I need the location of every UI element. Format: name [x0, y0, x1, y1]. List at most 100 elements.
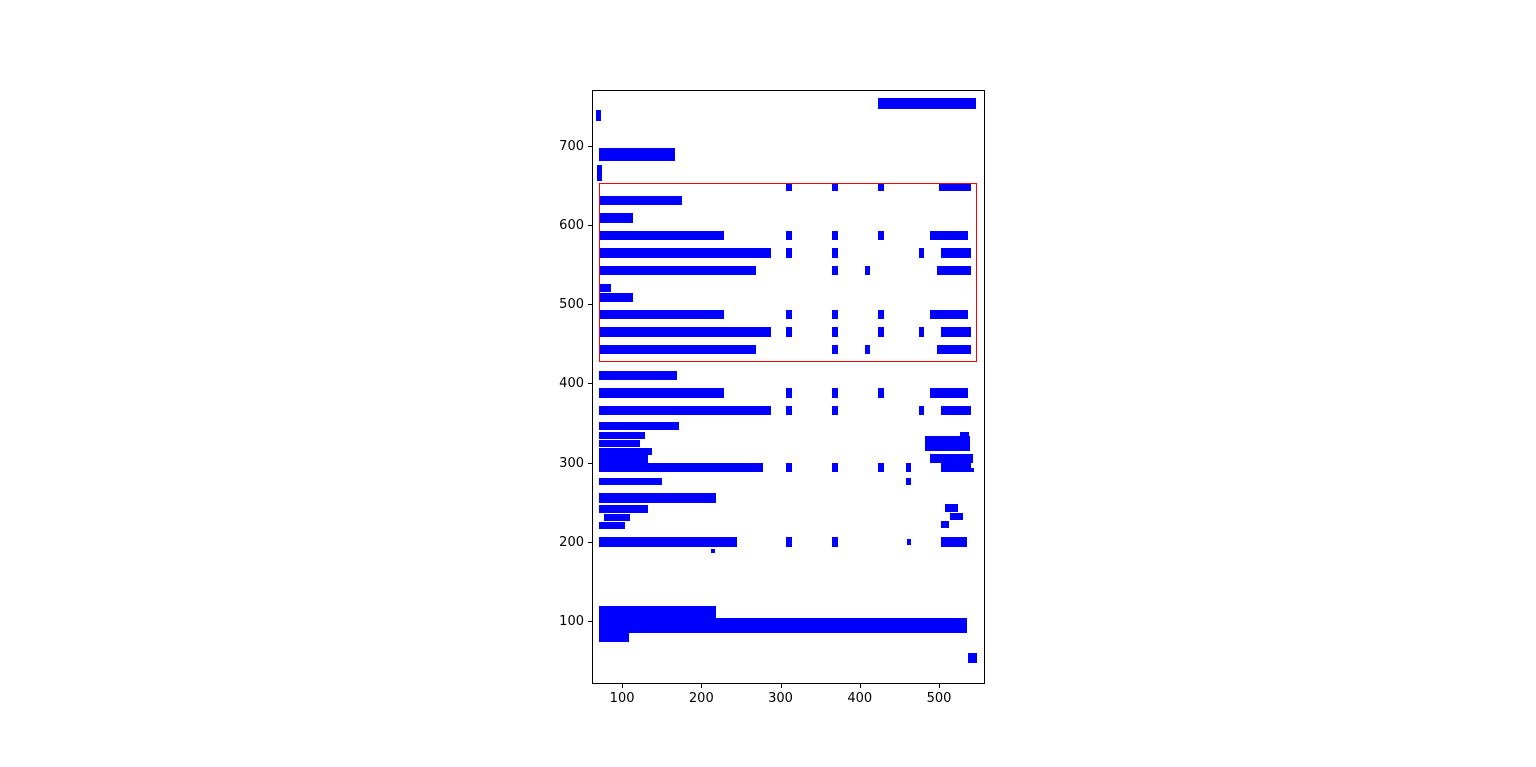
- y-tick-mark: [588, 383, 592, 385]
- layout-rect: [599, 455, 649, 463]
- layout-rect: [603, 513, 631, 522]
- layout-rect: [599, 405, 772, 416]
- layout-rect: [786, 327, 792, 337]
- layout-rect: [710, 548, 715, 553]
- layout-rect: [878, 97, 977, 109]
- layout-rect: [950, 513, 963, 521]
- y-tick-label: 600: [559, 218, 584, 234]
- layout-rect: [940, 405, 971, 416]
- layout-rect: [786, 388, 792, 398]
- layout-rect: [599, 344, 756, 355]
- x-tick-label: 300: [768, 691, 793, 706]
- layout-rect: [930, 230, 969, 241]
- layout-rect: [832, 265, 838, 276]
- layout-rect: [599, 463, 764, 472]
- layout-rect: [940, 327, 971, 337]
- layout-rect: [599, 147, 676, 162]
- layout-rect: [919, 248, 924, 258]
- layout-rect: [939, 182, 971, 192]
- x-tick-mark: [701, 684, 703, 688]
- layout-rect: [599, 327, 772, 337]
- layout-rect: [832, 463, 838, 472]
- layout-rect: [878, 309, 884, 320]
- y-tick-mark: [588, 541, 592, 543]
- x-tick-mark: [859, 684, 861, 688]
- layout-rect: [832, 536, 838, 548]
- layout-rect: [937, 265, 971, 276]
- layout-rect: [832, 309, 838, 320]
- layout-rect: [970, 468, 974, 473]
- x-tick-label: 200: [688, 691, 714, 706]
- layout-rect: [878, 327, 884, 337]
- layout-rect: [940, 536, 967, 548]
- layout-rect: [599, 230, 725, 241]
- layout-rect: [905, 477, 911, 486]
- layout-rect: [599, 536, 737, 548]
- layout-rect: [599, 617, 967, 633]
- x-tick-label: 400: [847, 691, 873, 706]
- layout-rect: [832, 327, 838, 337]
- layout-rect: [937, 344, 971, 355]
- layout-rect: [599, 505, 649, 514]
- layout-rect: [940, 248, 971, 258]
- x-tick-mark: [622, 684, 624, 688]
- layout-rect: [599, 447, 653, 455]
- layout-rect: [599, 477, 662, 486]
- layout-rect: [832, 182, 838, 192]
- plot-area: [592, 90, 985, 684]
- layout-rect: [599, 248, 772, 258]
- layout-rect: [599, 431, 646, 439]
- layout-rect: [786, 536, 792, 548]
- layout-rect: [786, 463, 792, 472]
- layout-rect: [786, 248, 792, 258]
- y-tick-label: 100: [559, 613, 584, 629]
- layout-rect: [599, 492, 717, 503]
- layout-rect: [599, 265, 756, 276]
- layout-rect: [940, 463, 971, 472]
- layout-rect: [599, 213, 634, 223]
- x-tick-label: 100: [609, 691, 635, 706]
- layout-rect: [832, 344, 838, 355]
- layout-rect: [595, 109, 601, 121]
- layout-rect: [930, 309, 969, 320]
- y-tick-mark: [588, 304, 592, 306]
- layout-rect: [832, 388, 838, 398]
- x-tick-mark: [780, 684, 782, 688]
- layout-rect: [907, 539, 911, 545]
- layout-rect: [832, 230, 838, 241]
- layout-rect: [930, 388, 969, 398]
- layout-rect: [919, 405, 924, 416]
- layout-rect: [905, 463, 911, 472]
- layout-rect: [599, 283, 611, 293]
- layout-rect: [599, 370, 677, 381]
- layout-rect: [599, 521, 626, 529]
- layout-rect: [967, 653, 978, 663]
- layout-rect: [599, 632, 630, 643]
- layout-rect: [919, 327, 924, 337]
- y-tick-label: 700: [559, 139, 584, 155]
- layout-rect: [959, 431, 970, 439]
- layout-rect: [832, 248, 838, 258]
- layout-rect: [940, 521, 950, 529]
- layout-rect: [878, 230, 884, 241]
- layout-rect: [878, 463, 884, 472]
- layout-rect: [599, 195, 683, 206]
- layout-rect: [924, 436, 970, 451]
- layout-rect: [599, 605, 717, 619]
- x-tick-mark: [939, 684, 941, 688]
- layout-rect: [786, 230, 792, 241]
- layout-rect: [786, 182, 792, 192]
- layout-rect: [599, 422, 680, 431]
- x-tick-label: 500: [926, 691, 952, 706]
- y-tick-mark: [588, 462, 592, 464]
- layout-rect: [945, 504, 959, 512]
- y-tick-label: 500: [559, 297, 584, 313]
- layout-rect: [832, 405, 838, 416]
- layout-rect: [865, 344, 871, 355]
- layout-rect: [599, 439, 641, 447]
- layout-rect: [596, 165, 603, 181]
- layout-rect: [599, 293, 634, 302]
- layout-rect: [599, 309, 725, 320]
- y-tick-label: 300: [559, 455, 584, 471]
